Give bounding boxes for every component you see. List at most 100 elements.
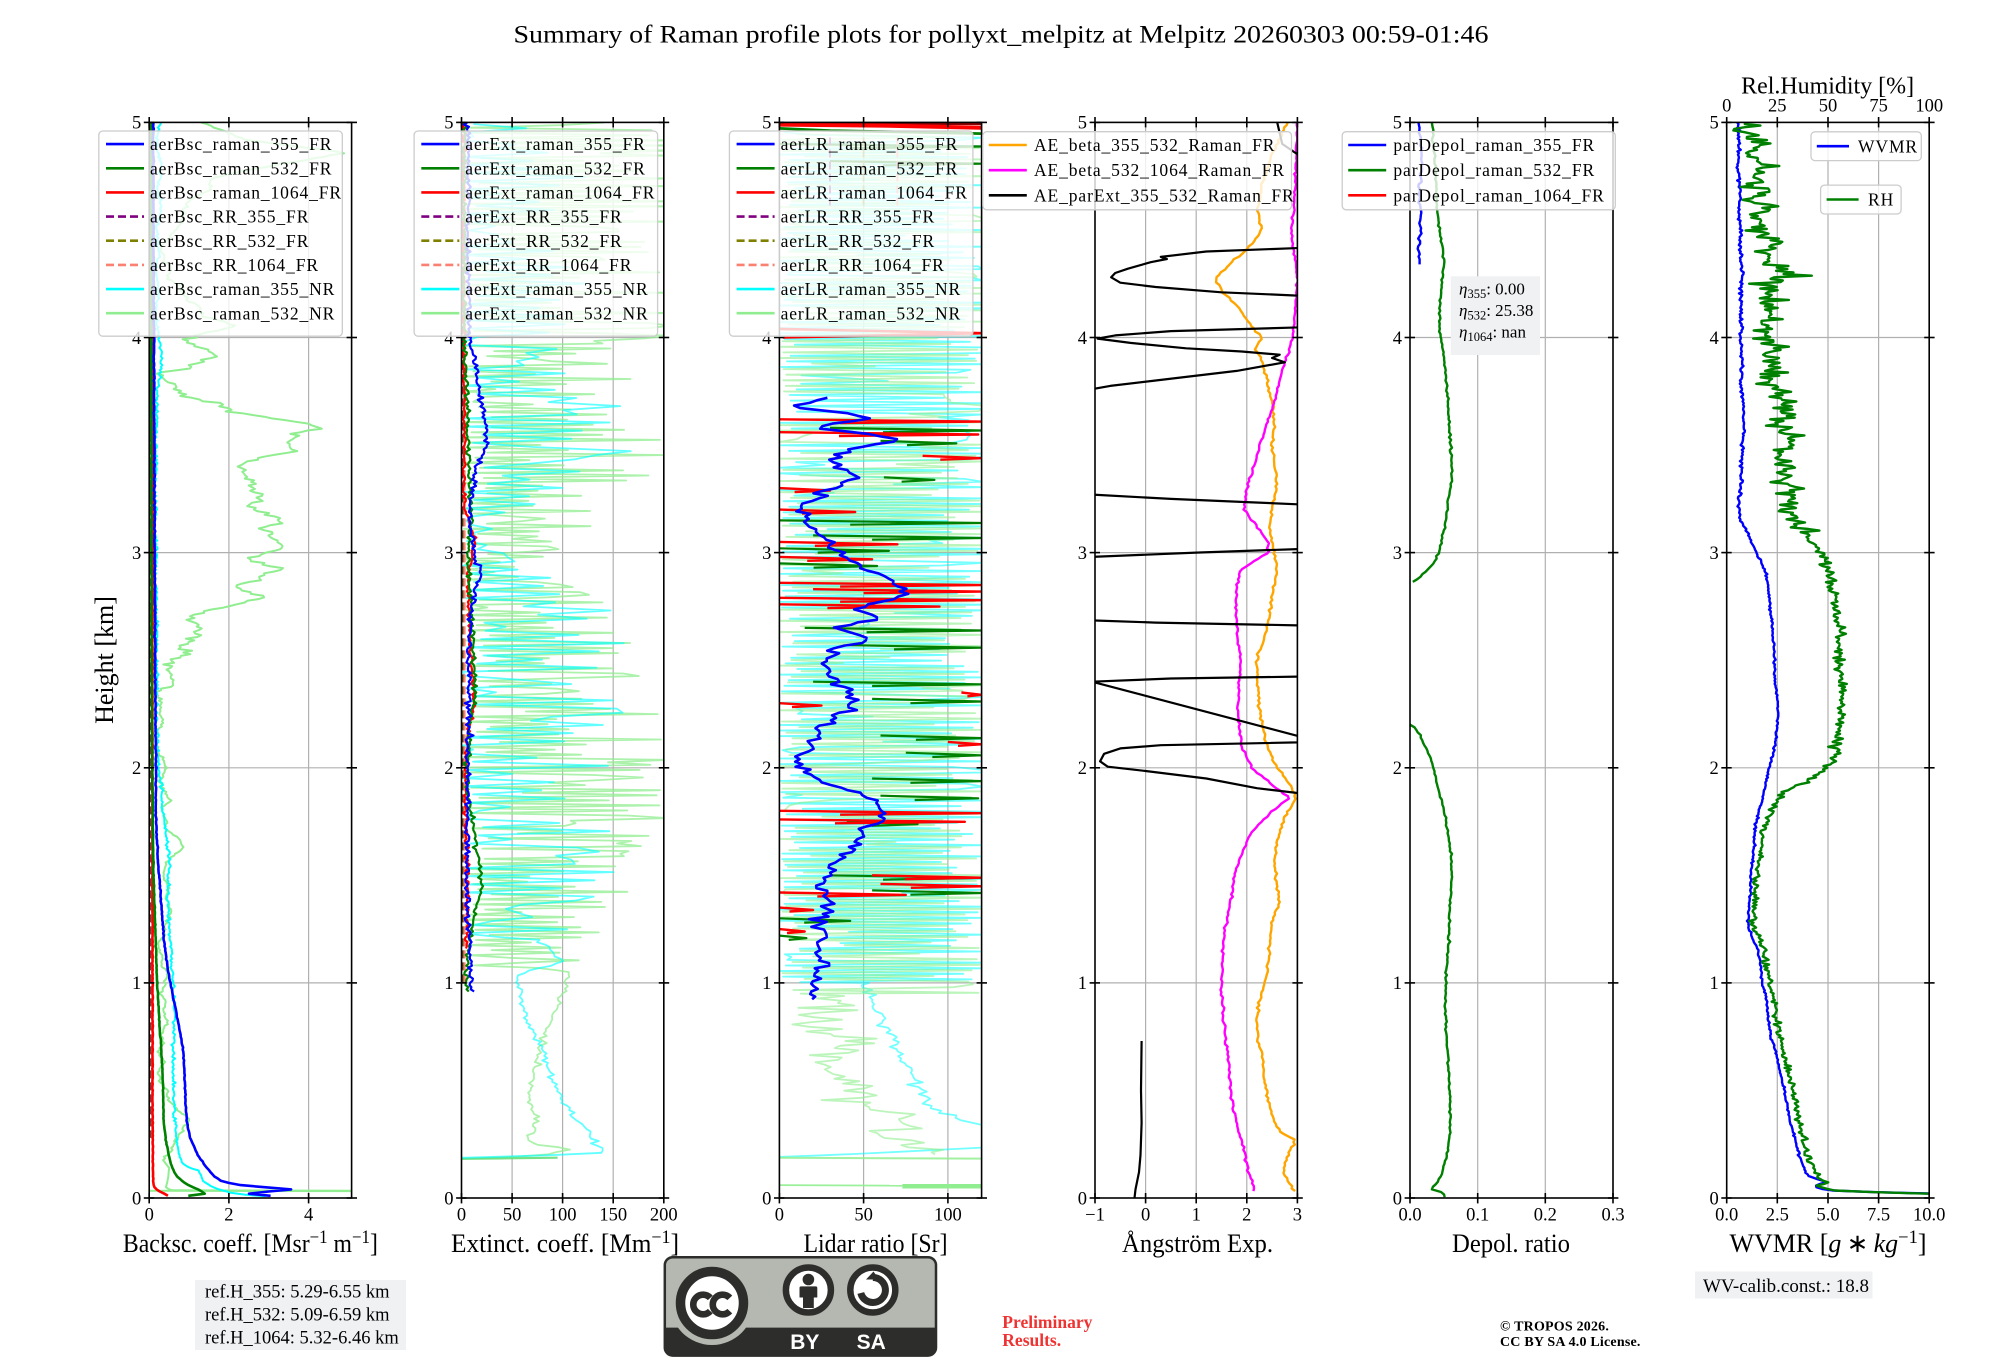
svg-text:2: 2 xyxy=(224,1205,233,1225)
svg-text:3: 3 xyxy=(1393,544,1402,564)
svg-text:50: 50 xyxy=(854,1205,873,1225)
svg-text:Summary of Raman profile plots: Summary of Raman profile plots for polly… xyxy=(514,22,1489,49)
svg-text:1: 1 xyxy=(132,974,141,994)
svg-text:4: 4 xyxy=(762,329,771,349)
svg-text:aerBsc_raman_532_NR: aerBsc_raman_532_NR xyxy=(150,303,335,323)
svg-text:50: 50 xyxy=(503,1205,522,1225)
svg-text:4: 4 xyxy=(1078,329,1087,349)
svg-text:aerLR_RR_1064_FR: aerLR_RR_1064_FR xyxy=(781,255,945,275)
svg-text:η355: 0.00: η355: 0.00 xyxy=(1459,280,1525,302)
svg-text:0: 0 xyxy=(1393,1189,1402,1209)
svg-text:ref.H_355: 5.29-6.55 km: ref.H_355: 5.29-6.55 km xyxy=(205,1283,390,1303)
svg-text:0: 0 xyxy=(132,1189,141,1209)
svg-text:aerLR_raman_355_FR: aerLR_raman_355_FR xyxy=(781,134,959,154)
svg-text:WVMR [g ∗ kg−1]: WVMR [g ∗ kg−1] xyxy=(1729,1228,1926,1258)
svg-text:aerLR_raman_355_NR: aerLR_raman_355_NR xyxy=(781,279,961,299)
svg-text:3: 3 xyxy=(1078,544,1087,564)
svg-text:0: 0 xyxy=(775,1205,784,1225)
svg-text:1: 1 xyxy=(1078,974,1087,994)
svg-text:−1: −1 xyxy=(1085,1205,1105,1225)
svg-text:aerLR_raman_532_FR: aerLR_raman_532_FR xyxy=(781,158,959,178)
svg-text:aerBsc_raman_532_FR: aerBsc_raman_532_FR xyxy=(150,158,332,178)
svg-text:4: 4 xyxy=(132,329,141,349)
svg-text:η1064: nan: η1064: nan xyxy=(1459,323,1526,345)
svg-text:ref.H_532: 5.09-6.59 km: ref.H_532: 5.09-6.59 km xyxy=(205,1306,390,1326)
svg-text:7.5: 7.5 xyxy=(1867,1205,1890,1225)
svg-text:parDepol_raman_1064_FR: parDepol_raman_1064_FR xyxy=(1393,185,1604,205)
svg-text:1: 1 xyxy=(1192,1205,1201,1225)
svg-text:Height [km]: Height [km] xyxy=(90,596,119,724)
svg-text:ref.H_1064: 5.32-6.46 km: ref.H_1064: 5.32-6.46 km xyxy=(205,1329,399,1349)
svg-text:0.1: 0.1 xyxy=(1466,1205,1489,1225)
svg-text:1: 1 xyxy=(1393,974,1402,994)
svg-text:Results.: Results. xyxy=(1002,1330,1061,1350)
svg-text:25: 25 xyxy=(1768,97,1787,117)
svg-text:aerExt_raman_355_NR: aerExt_raman_355_NR xyxy=(465,279,648,299)
svg-text:aerExt_RR_1064_FR: aerExt_RR_1064_FR xyxy=(465,255,632,275)
svg-text:0: 0 xyxy=(1722,97,1731,117)
svg-text:4: 4 xyxy=(1709,329,1718,349)
svg-text:0: 0 xyxy=(1141,1205,1150,1225)
svg-text:η532: 25.38: η532: 25.38 xyxy=(1459,301,1533,323)
svg-text:0: 0 xyxy=(762,1189,771,1209)
svg-text:aerLR_RR_355_FR: aerLR_RR_355_FR xyxy=(781,207,935,227)
svg-text:2: 2 xyxy=(132,759,141,779)
svg-text:3: 3 xyxy=(1709,544,1718,564)
svg-text:3: 3 xyxy=(1293,1205,1302,1225)
svg-text:aerLR_RR_532_FR: aerLR_RR_532_FR xyxy=(781,231,935,251)
svg-text:5.0: 5.0 xyxy=(1816,1205,1839,1225)
svg-text:Extinct. coeff. [Mm−1]: Extinct. coeff. [Mm−1] xyxy=(451,1228,679,1258)
svg-text:0: 0 xyxy=(145,1205,154,1225)
svg-text:aerExt_raman_1064_FR: aerExt_raman_1064_FR xyxy=(465,183,655,203)
svg-text:5: 5 xyxy=(132,114,141,134)
svg-text:Lidar ratio [Sr]: Lidar ratio [Sr] xyxy=(804,1229,948,1258)
svg-text:© TROPOS 2026.: © TROPOS 2026. xyxy=(1500,1319,1609,1334)
svg-text:0: 0 xyxy=(457,1205,466,1225)
svg-text:aerBsc_raman_355_FR: aerBsc_raman_355_FR xyxy=(150,134,332,154)
svg-text:WV-calib.const.: 18.8: WV-calib.const.: 18.8 xyxy=(1703,1276,1869,1297)
svg-text:3: 3 xyxy=(762,544,771,564)
svg-text:5: 5 xyxy=(444,114,453,134)
svg-text:0.2: 0.2 xyxy=(1534,1205,1557,1225)
svg-text:2.5: 2.5 xyxy=(1766,1205,1789,1225)
svg-text:100: 100 xyxy=(1915,97,1943,117)
svg-text:2: 2 xyxy=(1078,759,1087,779)
svg-text:CC BY SA 4.0 License.: CC BY SA 4.0 License. xyxy=(1500,1335,1641,1350)
svg-text:aerBsc_raman_1064_FR: aerBsc_raman_1064_FR xyxy=(150,183,342,203)
svg-text:2: 2 xyxy=(1242,1205,1251,1225)
svg-text:200: 200 xyxy=(650,1205,678,1225)
svg-text:5: 5 xyxy=(1078,114,1087,134)
svg-text:2: 2 xyxy=(762,759,771,779)
svg-text:Depol. ratio: Depol. ratio xyxy=(1452,1229,1570,1258)
svg-text:aerExt_raman_532_FR: aerExt_raman_532_FR xyxy=(465,158,645,178)
svg-text:10.0: 10.0 xyxy=(1913,1205,1945,1225)
svg-text:2: 2 xyxy=(1709,759,1718,779)
svg-text:Ångström Exp.: Ångström Exp. xyxy=(1122,1229,1273,1258)
svg-text:WVMR: WVMR xyxy=(1858,136,1918,156)
svg-text:Backsc. coeff. [Msr−1 m−1]: Backsc. coeff. [Msr−1 m−1] xyxy=(123,1228,378,1258)
svg-text:1: 1 xyxy=(444,974,453,994)
svg-text:parDepol_raman_532_FR: parDepol_raman_532_FR xyxy=(1393,160,1595,180)
svg-text:100: 100 xyxy=(549,1205,577,1225)
svg-text:3: 3 xyxy=(132,544,141,564)
svg-text:0.0: 0.0 xyxy=(1398,1205,1421,1225)
svg-text:AE_parExt_355_532_Raman_FR: AE_parExt_355_532_Raman_FR xyxy=(1034,185,1295,205)
svg-text:2: 2 xyxy=(444,759,453,779)
svg-text:aerLR_raman_1064_FR: aerLR_raman_1064_FR xyxy=(781,183,968,203)
svg-text:Rel.Humidity [%]: Rel.Humidity [%] xyxy=(1741,74,1914,100)
svg-text:RH: RH xyxy=(1868,190,1894,210)
svg-text:0: 0 xyxy=(1709,1189,1718,1209)
svg-text:BY: BY xyxy=(790,1331,819,1354)
svg-text:0.3: 0.3 xyxy=(1601,1205,1624,1225)
svg-text:1: 1 xyxy=(1709,974,1718,994)
svg-text:SA: SA xyxy=(857,1331,886,1354)
svg-text:75: 75 xyxy=(1869,97,1888,117)
svg-text:AE_beta_355_532_Raman_FR: AE_beta_355_532_Raman_FR xyxy=(1034,135,1275,155)
svg-text:aerBsc_RR_1064_FR: aerBsc_RR_1064_FR xyxy=(150,255,319,275)
svg-text:aerLR_raman_532_NR: aerLR_raman_532_NR xyxy=(781,303,961,323)
svg-text:4: 4 xyxy=(304,1205,313,1225)
svg-text:0.0: 0.0 xyxy=(1715,1205,1738,1225)
svg-text:50: 50 xyxy=(1819,97,1838,117)
svg-text:100: 100 xyxy=(934,1205,962,1225)
svg-text:aerBsc_raman_355_NR: aerBsc_raman_355_NR xyxy=(150,279,335,299)
